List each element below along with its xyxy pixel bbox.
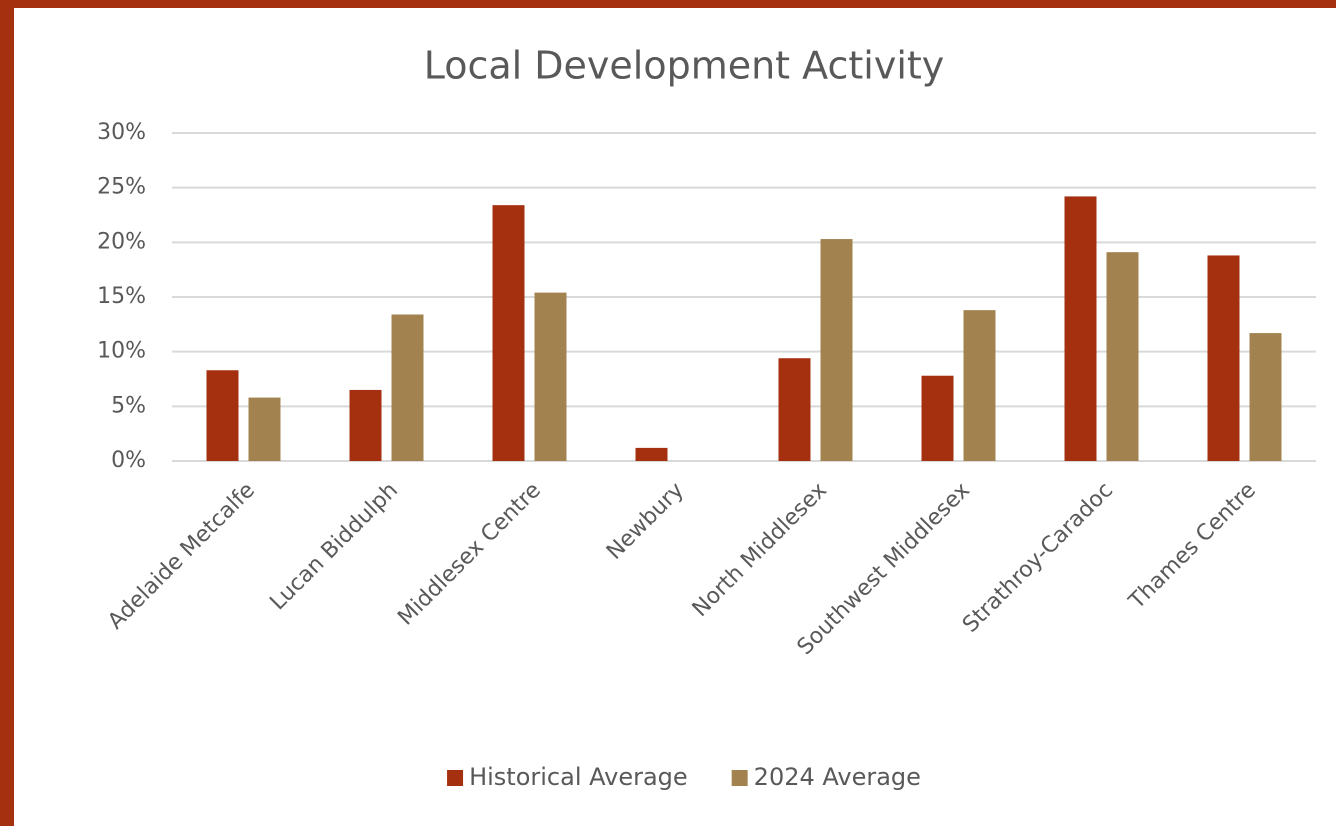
legend-swatch <box>731 770 748 786</box>
y-tick-label: 15% <box>97 284 146 309</box>
y-tick-label: 25% <box>97 175 146 200</box>
bar <box>492 205 525 461</box>
legend-swatch <box>447 770 464 786</box>
y-tick-label: 5% <box>111 393 146 418</box>
bar <box>349 389 382 461</box>
bar <box>635 447 668 461</box>
y-tick-label: 20% <box>97 229 146 254</box>
chart-title: Local Development Activity <box>424 44 945 88</box>
bar <box>534 292 567 461</box>
bar <box>820 239 853 461</box>
bar <box>1207 255 1240 461</box>
bar <box>1106 252 1139 461</box>
bar <box>963 310 996 461</box>
bar <box>1064 196 1097 461</box>
y-tick-label: 0% <box>111 448 146 473</box>
bar <box>391 314 424 461</box>
y-tick-label: 30% <box>97 120 146 145</box>
legend-label: Historical Average <box>469 763 688 791</box>
legend-label: 2024 Average <box>754 763 921 791</box>
bar <box>1249 333 1282 461</box>
bar <box>921 375 954 461</box>
bar <box>778 358 811 461</box>
y-tick-label: 10% <box>97 339 146 364</box>
bar <box>206 370 239 461</box>
bar <box>248 397 281 461</box>
